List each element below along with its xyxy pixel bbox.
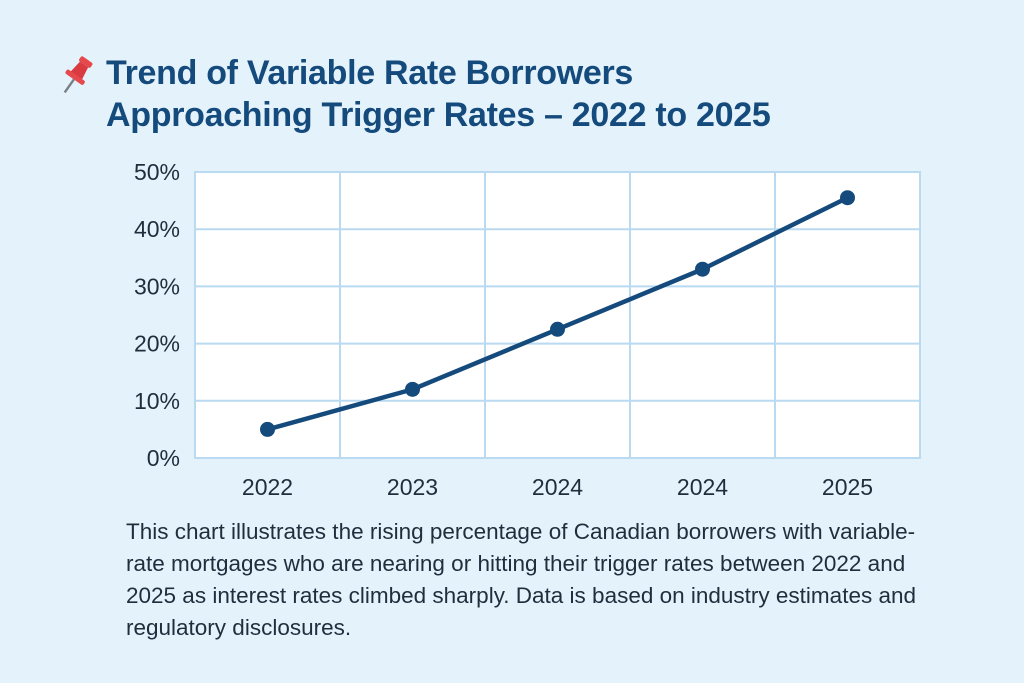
chart-title-line-2: Approaching Trigger Rates – 2022 to 2025 [106, 96, 771, 134]
x-tick-label: 2023 [387, 474, 438, 500]
y-tick-label: 20% [134, 331, 180, 357]
x-axis-labels: 2022 2023 2024 2024 2025 [242, 474, 873, 500]
chart-caption: This chart illustrates the rising percen… [126, 519, 916, 640]
pushpin-icon [63, 56, 93, 94]
chart-title-line-1: Trend of Variable Rate Borrowers [106, 54, 634, 92]
data-point [550, 321, 565, 337]
data-point [405, 381, 420, 397]
x-tick-label: 2025 [822, 474, 873, 500]
title-block: Trend of Variable Rate Borrowers Approac… [56, 52, 771, 136]
data-point [840, 190, 855, 206]
data-point [260, 421, 275, 437]
data-point [695, 261, 710, 277]
y-tick-label: 10% [134, 388, 180, 414]
x-tick-label: 2024 [677, 474, 728, 500]
x-tick-label: 2024 [532, 474, 583, 500]
grid-lines [195, 172, 920, 458]
y-axis-labels: 0% 10% 20% 30% 40% 50% [134, 159, 180, 471]
x-tick-label: 2022 [242, 474, 293, 500]
chart-title: Trend of Variable Rate Borrowers Approac… [106, 52, 771, 136]
y-tick-label: 0% [147, 445, 180, 471]
data-points [260, 190, 855, 437]
y-tick-label: 40% [134, 216, 180, 242]
y-tick-label: 30% [134, 273, 180, 299]
y-tick-label: 50% [134, 159, 180, 185]
